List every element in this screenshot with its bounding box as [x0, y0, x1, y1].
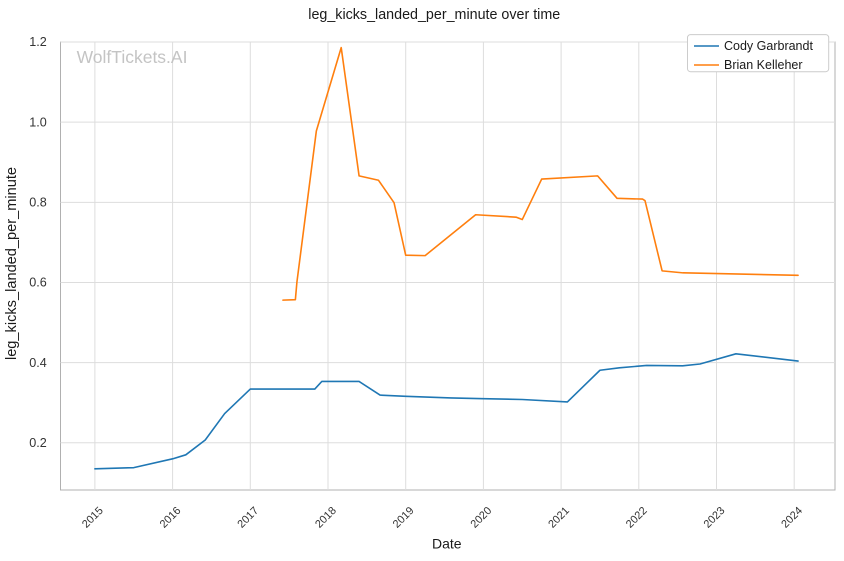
svg-text:Date: Date: [432, 536, 462, 552]
svg-text:Brian Kelleher: Brian Kelleher: [724, 58, 803, 72]
svg-text:0.6: 0.6: [29, 276, 47, 290]
svg-text:WolfTickets.AI: WolfTickets.AI: [77, 47, 188, 67]
svg-text:0.2: 0.2: [29, 436, 47, 450]
svg-text:2021: 2021: [546, 505, 572, 531]
svg-text:2017: 2017: [235, 505, 261, 531]
svg-text:2016: 2016: [158, 505, 184, 531]
svg-text:0.4: 0.4: [29, 356, 47, 370]
svg-text:leg_kicks_landed_per_minute ov: leg_kicks_landed_per_minute over time: [308, 7, 560, 23]
svg-text:2019: 2019: [391, 505, 417, 531]
svg-text:0.8: 0.8: [29, 196, 47, 210]
svg-text:Cody Garbrandt: Cody Garbrandt: [724, 39, 813, 53]
svg-text:2020: 2020: [469, 505, 495, 531]
svg-text:leg_kicks_landed_per_minute: leg_kicks_landed_per_minute: [4, 167, 20, 360]
svg-text:2018: 2018: [313, 505, 339, 531]
svg-text:2024: 2024: [779, 505, 805, 531]
svg-text:2015: 2015: [80, 505, 106, 531]
svg-text:2023: 2023: [702, 505, 728, 531]
svg-text:1.2: 1.2: [29, 35, 47, 49]
svg-text:2022: 2022: [624, 505, 650, 531]
svg-text:1.0: 1.0: [29, 115, 47, 129]
